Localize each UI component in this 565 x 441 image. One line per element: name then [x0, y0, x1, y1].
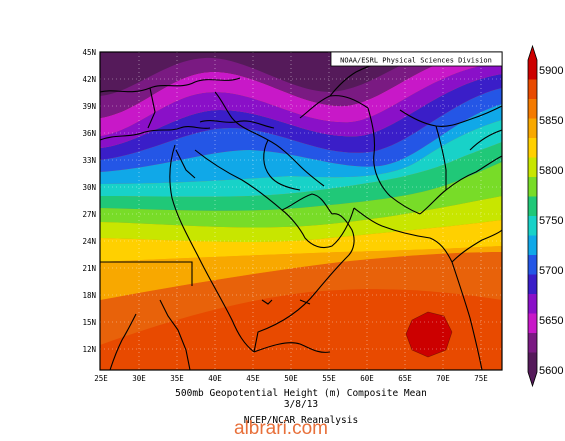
lat-label: 42N [82, 75, 96, 84]
colorbar-swatch [528, 60, 537, 80]
high-pressure-cell [406, 312, 452, 357]
colorbar-swatch [528, 79, 537, 100]
lon-label: 50E [284, 374, 298, 383]
colorbar-swatch [528, 333, 537, 353]
credit-box [330, 51, 503, 67]
lat-label: 21N [82, 264, 96, 273]
lat-label: 45N [82, 48, 96, 57]
coastlines [100, 59, 502, 370]
lon-label: 45E [246, 374, 260, 383]
colorbar-label: 5900 [539, 65, 563, 77]
colorbar-swatch [528, 313, 537, 334]
lon-label: 70E [436, 374, 450, 383]
lat-label: 15N [82, 318, 96, 327]
colorbar-swatch [528, 274, 537, 295]
lat-lon-grid [100, 52, 502, 370]
contour-fill [100, 52, 502, 370]
lat-label: 18N [82, 291, 96, 300]
lat-label: 27N [82, 210, 96, 219]
colorbar-swatch [528, 196, 537, 217]
colorbar-top-arrow [528, 46, 537, 60]
colorbar-label: 5850 [539, 115, 563, 127]
lat-label: 33N [82, 156, 96, 165]
lon-label: 30E [132, 374, 146, 383]
colorbar-label: 5600 [539, 365, 563, 377]
colorbar-bottom-arrow [528, 372, 537, 386]
lat-label: 39N [82, 102, 96, 111]
caption-title: 500mb Geopotential Height (m) Composite … [175, 388, 427, 399]
colorbar-swatch [528, 138, 537, 158]
lat-label: 24N [82, 237, 96, 246]
lon-label: 35E [170, 374, 184, 383]
colorbar-swatch [528, 294, 537, 314]
colorbar-frame [527, 44, 538, 388]
credit-text: NOAA/ESRL Physical Sciences Division [340, 57, 492, 65]
colorbar-swatch [528, 352, 537, 373]
lon-label: 55E [322, 374, 336, 383]
lon-label: 60E [360, 374, 374, 383]
lat-label: 12N [82, 345, 96, 354]
colorbar-labels: 5900 5850 5800 5750 5700 5650 5600 [539, 65, 563, 377]
lon-label: 40E [208, 374, 222, 383]
colorbar-swatch [528, 99, 537, 119]
lon-label: 65E [398, 374, 412, 383]
plot-frame [99, 51, 503, 371]
colorbar-swatch [528, 118, 537, 139]
caption-source: NCEP/NCAR Reanalysis [244, 415, 358, 426]
colorbar-label: 5700 [539, 265, 563, 277]
colorbar-swatch [528, 216, 537, 236]
colorbar-label: 5800 [539, 165, 563, 177]
colorbar-label: 5650 [539, 315, 563, 327]
colorbar-label: 5750 [539, 215, 563, 227]
colorbar-swatch [528, 235, 537, 256]
caption-date: 3/8/13 [284, 399, 318, 410]
longitude-axis: 25E 30E 35E 40E 45E 50E 55E 60E 65E 70E … [94, 374, 488, 383]
lat-label: 30N [82, 183, 96, 192]
latitude-axis: 45N 42N 39N 36N 33N 30N 27N 24N 21N 18N … [82, 48, 96, 354]
colorbar-swatch [528, 157, 537, 178]
colorbar [527, 44, 538, 388]
colorbar-swatch [528, 177, 537, 197]
lat-label: 36N [82, 129, 96, 138]
colorbar-swatch [528, 255, 537, 275]
lon-label: 75E [474, 374, 488, 383]
watermark: albrari.com [234, 418, 328, 437]
lon-label: 25E [94, 374, 108, 383]
